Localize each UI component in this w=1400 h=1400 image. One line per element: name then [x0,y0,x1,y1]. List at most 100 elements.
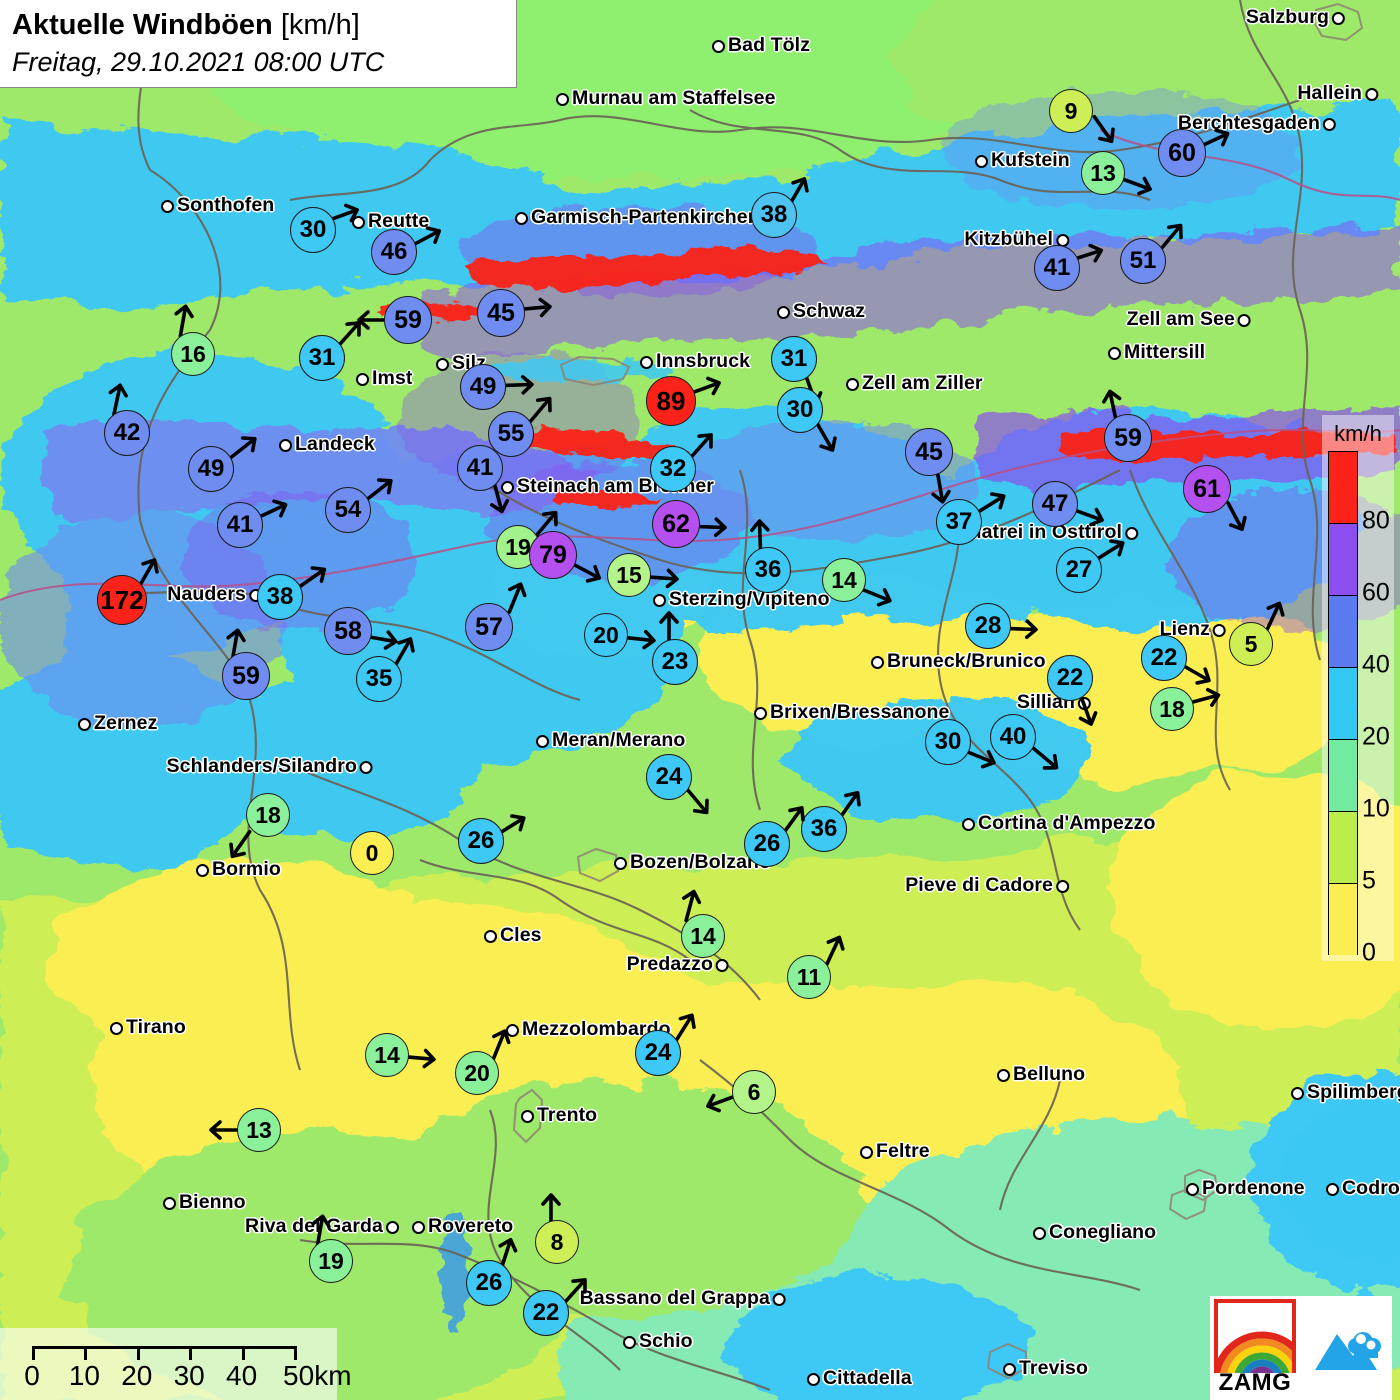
city-label: Cles [500,924,542,947]
city-label: Sonthofen [177,194,275,217]
station-value-bubble[interactable]: 27 [1056,547,1102,593]
station-value-bubble[interactable]: 19 [309,1239,353,1283]
station-value-bubble[interactable]: 49 [188,446,234,492]
station-value-bubble[interactable]: 26 [458,818,504,864]
wind-direction-arrow-icon [494,362,540,408]
wind-direction-arrow-icon [1244,588,1302,646]
station-value-bubble[interactable]: 6 [732,1070,776,1114]
city-label: Kufstein [991,149,1070,172]
city-dot-icon [1323,117,1336,131]
station-value-bubble[interactable]: 13 [237,1108,281,1152]
city-label: Schwaz [793,300,866,323]
station-value-bubble[interactable]: 22 [1047,655,1093,701]
station-value-bubble[interactable]: 49 [460,364,506,410]
station-value-bubble[interactable]: 47 [1032,481,1078,527]
city-dot-icon [653,593,666,607]
station-value-bubble[interactable]: 20 [455,1051,499,1095]
wind-direction-arrow-icon [373,622,433,682]
station-value-bubble[interactable]: 31 [771,336,817,382]
station-value-bubble[interactable]: 58 [324,607,372,655]
station-value-bubble[interactable]: 20 [584,613,628,657]
station-value-bubble[interactable]: 18 [1150,687,1194,731]
station-value-bubble[interactable]: 9 [1049,89,1093,133]
station-value-bubble[interactable]: 37 [936,499,982,545]
station-value-bubble[interactable]: 14 [822,558,866,602]
station-value-bubble[interactable]: 59 [1104,414,1152,462]
city-label: Brixen/Bressanone [770,701,950,724]
station-value-bubble[interactable]: 61 [1183,465,1231,513]
city-dot-icon [1238,313,1251,327]
station-value-bubble[interactable]: 15 [607,553,651,597]
wind-direction-arrow-icon [677,360,733,416]
station-value-bubble[interactable]: 59 [222,652,270,700]
legend-tick-label: 80 [1362,506,1390,535]
color-legend: km/h 80 60 40 20 10 5 0 [1322,415,1394,965]
station-value-bubble[interactable]: 45 [477,289,525,337]
station-value-bubble[interactable]: 36 [801,806,847,852]
station-value-bubble[interactable]: 55 [488,411,534,457]
station-value-bubble[interactable]: 30 [290,207,336,253]
station-value-bubble[interactable]: 13 [1081,151,1125,195]
wind-direction-arrow-icon [511,284,559,332]
station-value-bubble[interactable]: 16 [171,332,215,376]
wind-direction-arrow-icon [663,879,717,933]
station-value-bubble[interactable]: 79 [529,531,577,579]
station-value-bubble[interactable]: 59 [384,296,432,344]
city-label: Bienno [179,1191,246,1214]
station-value-bubble[interactable]: 89 [646,376,696,426]
city-label: Bassano del Grappa [579,1287,770,1310]
station-value-bubble[interactable]: 28 [965,603,1011,649]
city-label: Imst [372,367,413,390]
station-value-bubble[interactable]: 45 [905,428,953,476]
station-value-bubble[interactable]: 41 [457,445,503,491]
station-value-bubble[interactable]: 40 [990,714,1036,760]
station-value-bubble[interactable]: 51 [1120,238,1166,284]
station-value-bubble[interactable]: 38 [257,574,303,620]
station-value-bubble[interactable]: 57 [465,603,513,651]
station-value-bubble[interactable]: 22 [1141,635,1187,681]
station-value-bubble[interactable]: 14 [681,914,725,958]
city-label: Schlanders/Silandro [166,755,357,778]
station-value-bubble[interactable]: 38 [751,192,797,238]
station-value-bubble[interactable]: 8 [535,1220,579,1264]
station-value-bubble[interactable]: 32 [650,446,696,492]
station-value-bubble[interactable]: 35 [356,656,402,702]
city-dot-icon [360,760,373,774]
station-value-bubble[interactable]: 42 [104,410,150,456]
station-value-bubble[interactable]: 54 [325,487,371,533]
wind-direction-arrow-icon [915,462,966,513]
city-label: Nauders [167,583,246,606]
station-value-bubble[interactable]: 62 [652,500,700,548]
station-value-bubble[interactable]: 41 [1034,245,1080,291]
city-label: Pordenone [1202,1177,1305,1200]
station-value-bubble[interactable]: 18 [246,793,290,837]
wind-direction-arrow-icon [1205,486,1265,546]
station-value-bubble[interactable]: 22 [523,1290,569,1336]
station-value-bubble[interactable]: 31 [299,335,345,381]
station-value-bubble[interactable]: 23 [652,639,698,685]
station-value-bubble[interactable]: 0 [350,831,394,875]
station-value-bubble[interactable]: 36 [745,547,791,593]
station-value-bubble[interactable]: 26 [466,1260,512,1306]
station-value-bubble[interactable]: 24 [635,1030,681,1076]
station-value-bubble[interactable]: 41 [217,502,263,548]
station-value-bubble[interactable]: 24 [646,754,692,800]
station-value-bubble[interactable]: 14 [365,1033,409,1077]
station-value-bubble[interactable]: 11 [787,955,831,999]
station-value-bubble[interactable]: 30 [925,719,971,765]
wind-direction-arrow-icon [210,813,271,874]
station-value-bubble[interactable]: 172 [97,575,147,625]
station-value-bubble[interactable]: 46 [371,229,417,275]
wind-direction-arrow-icon [158,296,209,347]
wind-direction-arrow-icon [1166,643,1226,703]
wind-direction-arrow-icon [615,615,663,663]
station-value-bubble[interactable]: 60 [1158,129,1206,177]
city-dot-icon [1108,346,1121,360]
city-label: Mittersill [1124,341,1206,364]
station-value-bubble[interactable]: 26 [744,821,790,867]
station-value-bubble[interactable]: 5 [1229,622,1273,666]
scale-tick-icon [241,1346,245,1360]
city-label: Spilimbergo [1307,1081,1400,1104]
city-dot-icon [196,863,209,877]
station-value-bubble[interactable]: 30 [777,387,823,433]
